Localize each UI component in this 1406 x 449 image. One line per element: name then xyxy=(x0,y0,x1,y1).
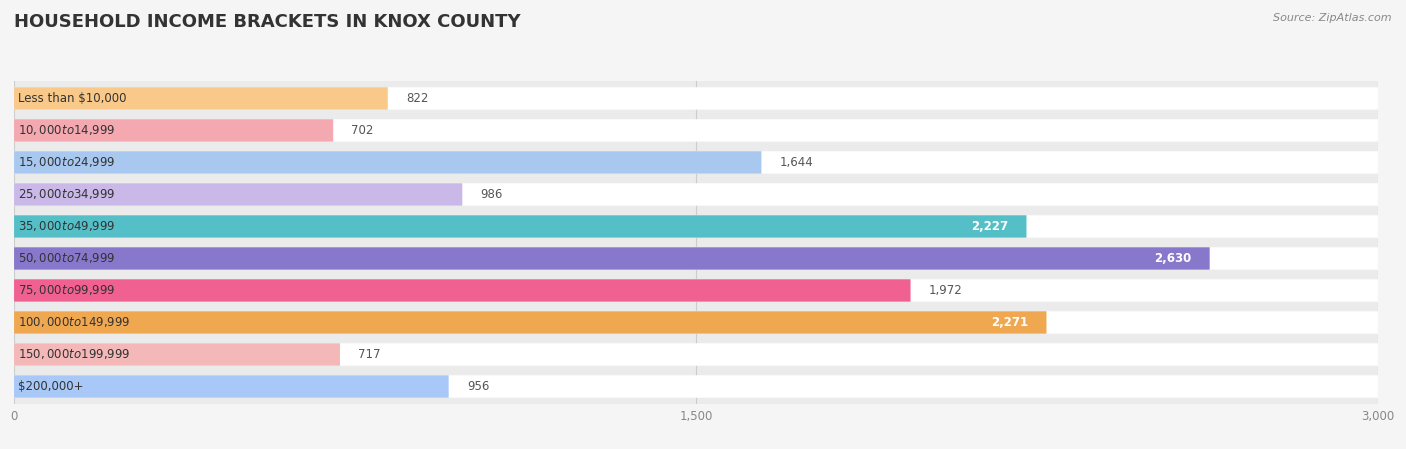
FancyBboxPatch shape xyxy=(14,343,1378,365)
Text: 986: 986 xyxy=(481,188,503,201)
Text: Less than $10,000: Less than $10,000 xyxy=(18,92,127,105)
Text: 1,644: 1,644 xyxy=(779,156,813,169)
Text: HOUSEHOLD INCOME BRACKETS IN KNOX COUNTY: HOUSEHOLD INCOME BRACKETS IN KNOX COUNTY xyxy=(14,13,520,31)
Text: $50,000 to $74,999: $50,000 to $74,999 xyxy=(18,251,115,265)
FancyBboxPatch shape xyxy=(14,311,1046,334)
FancyBboxPatch shape xyxy=(14,311,1378,334)
FancyBboxPatch shape xyxy=(14,87,1378,110)
FancyBboxPatch shape xyxy=(14,151,1378,174)
Text: 2,630: 2,630 xyxy=(1154,252,1191,265)
Text: 702: 702 xyxy=(352,124,374,137)
Text: $25,000 to $34,999: $25,000 to $34,999 xyxy=(18,187,115,202)
Text: $75,000 to $99,999: $75,000 to $99,999 xyxy=(18,283,115,298)
Text: 2,271: 2,271 xyxy=(991,316,1028,329)
Text: 1,972: 1,972 xyxy=(929,284,963,297)
FancyBboxPatch shape xyxy=(14,215,1026,238)
FancyBboxPatch shape xyxy=(14,119,333,141)
FancyBboxPatch shape xyxy=(14,375,449,398)
Text: $200,000+: $200,000+ xyxy=(18,380,83,393)
FancyBboxPatch shape xyxy=(14,151,762,174)
FancyBboxPatch shape xyxy=(14,279,911,302)
FancyBboxPatch shape xyxy=(14,247,1209,270)
Text: $150,000 to $199,999: $150,000 to $199,999 xyxy=(18,348,131,361)
Text: 717: 717 xyxy=(359,348,381,361)
FancyBboxPatch shape xyxy=(14,183,1378,206)
FancyBboxPatch shape xyxy=(14,279,1378,302)
Text: Source: ZipAtlas.com: Source: ZipAtlas.com xyxy=(1274,13,1392,23)
FancyBboxPatch shape xyxy=(14,215,1378,238)
Text: 822: 822 xyxy=(406,92,429,105)
FancyBboxPatch shape xyxy=(14,375,1378,398)
Text: $35,000 to $49,999: $35,000 to $49,999 xyxy=(18,220,115,233)
FancyBboxPatch shape xyxy=(14,87,388,110)
FancyBboxPatch shape xyxy=(14,247,1378,270)
FancyBboxPatch shape xyxy=(14,343,340,365)
Text: $10,000 to $14,999: $10,000 to $14,999 xyxy=(18,123,115,137)
Text: 956: 956 xyxy=(467,380,489,393)
FancyBboxPatch shape xyxy=(14,183,463,206)
FancyBboxPatch shape xyxy=(14,119,1378,141)
Text: 2,227: 2,227 xyxy=(972,220,1008,233)
Text: $15,000 to $24,999: $15,000 to $24,999 xyxy=(18,155,115,169)
Text: $100,000 to $149,999: $100,000 to $149,999 xyxy=(18,316,131,330)
